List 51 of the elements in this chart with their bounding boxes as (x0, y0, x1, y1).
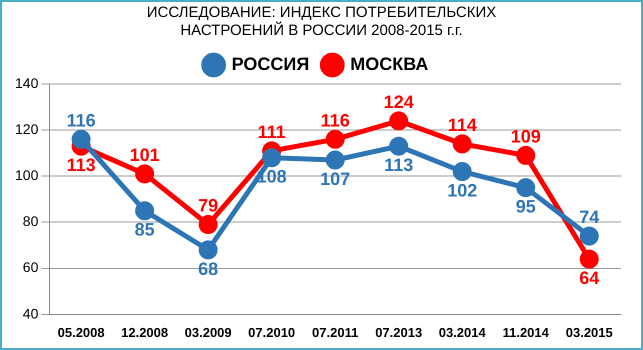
point (452, 162, 472, 182)
data-label: 64 (579, 268, 600, 288)
point (135, 201, 154, 220)
point (262, 148, 282, 168)
point (72, 130, 91, 149)
x-tick-label: 03.2014 (438, 324, 486, 340)
point (135, 164, 154, 184)
point (198, 215, 218, 234)
x-tick-label: 03.2015 (566, 324, 613, 340)
data-label: 109 (510, 126, 541, 146)
x-tick-label: 12.2008 (121, 324, 168, 340)
y-tick-label: 100 (15, 167, 39, 184)
y-tick-label: 80 (22, 213, 39, 230)
data-label: 95 (516, 196, 536, 217)
point (452, 134, 472, 154)
x-tick-label: 03.2009 (184, 324, 232, 340)
data-label: 101 (130, 144, 160, 165)
x-tick-label: 11.2014 (502, 324, 550, 340)
legend-label: МОСКВА (350, 54, 428, 74)
data-label: 113 (384, 155, 414, 176)
data-label: 74 (579, 207, 600, 228)
data-label: 116 (320, 110, 350, 130)
data-label: 116 (66, 110, 96, 130)
data-label: 85 (134, 220, 155, 240)
data-label: 68 (198, 258, 218, 279)
point (198, 240, 218, 260)
x-tick-label: 07.2013 (375, 324, 422, 340)
legend-label: РОССИЯ (232, 54, 310, 74)
data-label: 79 (198, 196, 218, 216)
point (389, 136, 408, 156)
point (516, 146, 536, 165)
data-label: 102 (447, 180, 478, 201)
data-label: 107 (320, 169, 350, 189)
y-tick-label: 140 (15, 74, 39, 91)
data-label: 124 (384, 92, 414, 112)
y-tick-label: 40 (22, 305, 39, 322)
data-label: 114 (448, 114, 477, 135)
point (326, 130, 345, 149)
chart-title: ИССЛЕДОВАНИЕ: ИНДЕКС ПОТРЕБИТЕЛЬСКИХ НАСТРОЕНИЙ В РОССИИ 2008-2015 г.г. (146, 3, 498, 41)
point (580, 250, 599, 269)
point (516, 178, 536, 198)
data-label: 111 (258, 122, 286, 142)
point (580, 226, 599, 246)
data-label: 113 (66, 155, 96, 176)
x-tick-label: 07.2011 (312, 324, 358, 340)
point (326, 150, 345, 170)
x-tick-label: 07.2010 (248, 324, 296, 340)
point (389, 111, 408, 130)
x-tick-label: 05.2008 (58, 324, 105, 340)
y-tick-label: 120 (15, 120, 39, 137)
y-tick-label: 60 (22, 259, 39, 276)
